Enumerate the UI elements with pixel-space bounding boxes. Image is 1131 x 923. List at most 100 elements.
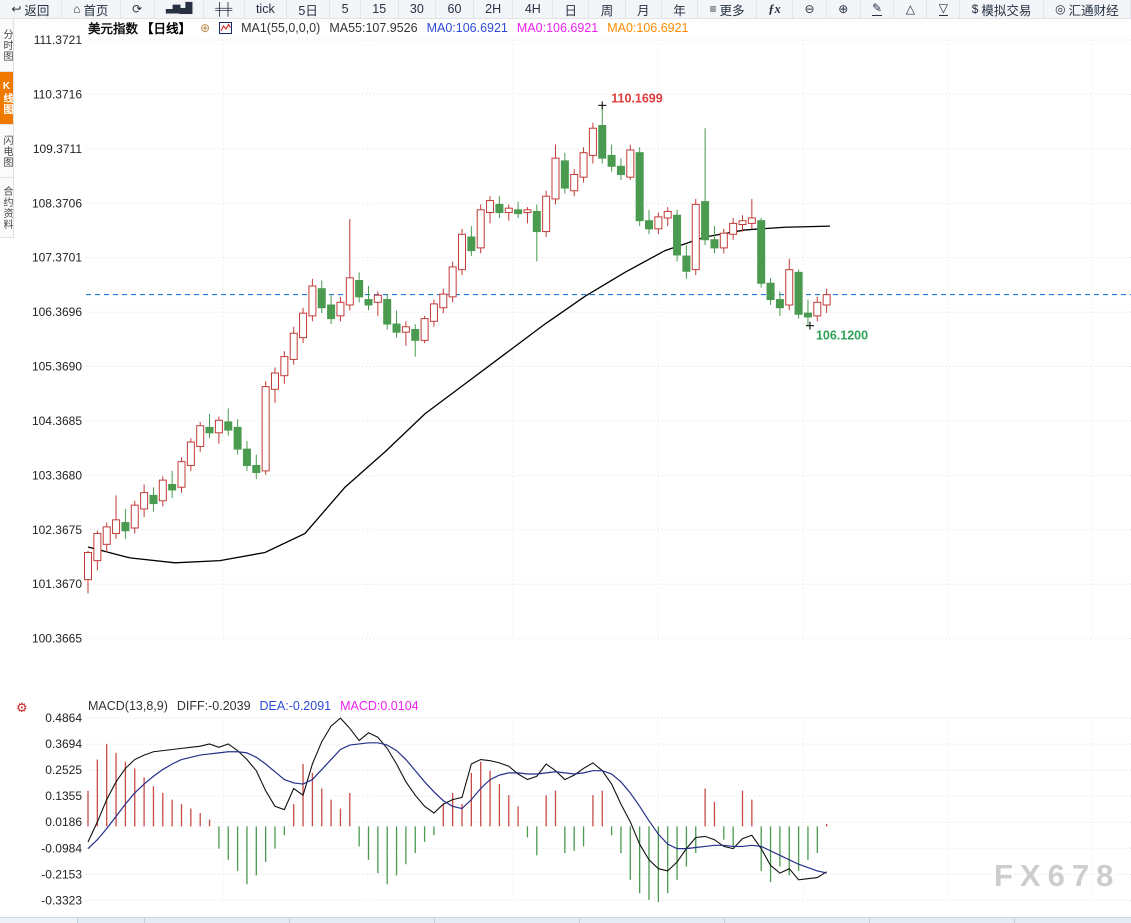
timeframe-15-button-label: 15	[372, 2, 387, 16]
timeframe-week-button[interactable]: 周	[589, 0, 626, 18]
ma0-blue-label: MA0:106.6921	[426, 20, 508, 35]
high-price-annotation: 110.1699	[611, 91, 662, 105]
home-icon: ⌂	[73, 2, 81, 16]
macd-axis-label: -0.0984	[41, 841, 82, 855]
macd-axis-label: -0.2153	[41, 867, 82, 881]
refresh-button[interactable]: ⟳	[121, 0, 155, 18]
macd-axis-label: 0.1355	[45, 789, 82, 803]
timeframe-year-button-label: 年	[673, 3, 686, 18]
timeframe-month-button[interactable]: 月	[626, 0, 662, 18]
macd-axis-label: 0.4864	[45, 711, 82, 725]
refresh-icon: ⟳	[132, 2, 143, 16]
timeframe-60-button-label: 60	[447, 2, 462, 16]
price-axis-label: 100.3665	[32, 632, 82, 646]
diff-line	[87, 717, 827, 881]
pencil-icon: ✎	[872, 1, 883, 16]
time-axis-strip[interactable]	[0, 917, 1131, 923]
triangle-up-icon: △	[905, 2, 916, 16]
line-chart-icon	[219, 21, 233, 34]
price-axis-label: 106.3696	[32, 305, 82, 319]
timeframe-2h-button-label: 2H	[485, 2, 502, 16]
back-arrow-icon: ↩	[11, 2, 22, 16]
vertical-gridlines	[222, 40, 1094, 901]
price-axis-label: 108.3706	[32, 196, 82, 210]
timeframe-4h-button[interactable]: 4H	[513, 0, 554, 18]
instrument-name: 美元指数	[88, 22, 139, 36]
macd-axis-label: 0.3694	[45, 737, 82, 751]
timeframe-5d-button[interactable]: 5日	[287, 0, 331, 18]
candles-group	[84, 105, 831, 594]
price-axis-label: 102.3675	[32, 523, 82, 537]
simulated-trading-button[interactable]: $ 模拟交易	[960, 0, 1044, 18]
macd-settings-gear-icon[interactable]: ⚙	[16, 700, 28, 715]
zoom-in-button[interactable]: ⊕	[827, 0, 861, 18]
triangle-down-icon: ▽	[938, 1, 948, 16]
timeframe-week-button-label: 周	[600, 3, 614, 18]
macd-value-label: MACD:0.0104	[340, 699, 419, 713]
triangle-down-tool-button[interactable]: ▽	[927, 0, 961, 18]
timeframe-60-button[interactable]: 60	[436, 0, 474, 18]
toolbar: ↩ 返回 ⌂ 首页 ⟳ ▃▆▄█ ╪╪ tick 5日 5 15 30 60 2H 4H 日周月年 ≡ 更多 ƒx ⊖…	[0, 0, 1131, 19]
chart-type-button[interactable]: ▃▆▄█	[155, 0, 204, 18]
ma0-orange-label: MA0:106.6921	[607, 20, 689, 35]
chart-type-sidebar: 分时图 K线图 闪电图 合约资料	[0, 19, 14, 238]
zoom-in-icon: ⊕	[838, 2, 849, 16]
more-button[interactable]: ≡ 更多	[698, 0, 757, 18]
annotations: 110.1699 106.1200	[598, 91, 868, 343]
fx-indicator-button[interactable]: ƒx	[757, 0, 794, 18]
period-tag: 【日线】	[141, 22, 192, 36]
timeframe-tick-button[interactable]: tick	[245, 0, 288, 18]
timeframe-5-button[interactable]: 5	[330, 0, 361, 18]
timeframe-15-button[interactable]: 15	[361, 0, 399, 18]
timeframe-2h-button[interactable]: 2H	[474, 0, 514, 18]
timeframe-30-button-label: 30	[409, 2, 424, 16]
macd-params-label: MACD(13,8,9)	[88, 699, 168, 713]
price-gridlines: 111.3721 110.3716 109.3711 108.3706 107.3701…	[32, 33, 1131, 646]
sidebar-tab-2[interactable]: 闪电图	[0, 125, 13, 178]
fx678-logo-icon: ◎	[1055, 2, 1066, 16]
draw-line-button[interactable]: ✎	[861, 0, 895, 18]
back-button-label: 返回	[24, 3, 50, 18]
timeframe-day-button[interactable]: 日	[553, 0, 590, 18]
sliders-icon: ╪╪	[215, 2, 233, 16]
timeframe-tick-button-label: tick	[255, 2, 275, 16]
macd-axis-label: -0.3323	[41, 893, 82, 907]
time-axis-corner	[0, 917, 78, 923]
macd-gridlines: 0.4864 0.3694 0.2525 0.1355 0.0186 -0.0984 -0.…	[41, 711, 1131, 907]
price-axis-label: 105.3690	[32, 360, 82, 374]
price-axis-label: 103.3680	[32, 468, 82, 482]
price-axis-label: 111.3721	[34, 33, 83, 47]
triangle-up-tool-button[interactable]: △	[894, 0, 928, 18]
more-button-label: 更多	[719, 3, 745, 18]
price-axis-label: 101.3670	[32, 577, 82, 591]
ma55-value-label: MA55:107.9526	[329, 20, 418, 35]
ma55-line	[87, 225, 831, 564]
fx678-watermark: FX678	[994, 858, 1121, 893]
sidebar-tab-3[interactable]: 合约资料	[0, 178, 13, 238]
dea-line	[87, 742, 827, 874]
sidebar-tab-0[interactable]: 分时图	[0, 19, 13, 72]
home-button[interactable]: ⌂ 首页	[62, 0, 121, 18]
home-button-label: 首页	[83, 3, 109, 18]
menu-icon: ≡	[709, 2, 717, 16]
indicator-settings-button[interactable]: ╪╪	[204, 0, 245, 18]
timeframe-5d-button-label: 5日	[298, 3, 318, 18]
timeframe-year-button[interactable]: 年	[662, 0, 699, 18]
back-button[interactable]: ↩ 返回	[0, 0, 62, 18]
timeframe-day-button-label: 日	[564, 3, 578, 18]
add-indicator-icon[interactable]: ⊕	[200, 20, 211, 35]
sidebar-tab-1[interactable]: K线图	[0, 72, 13, 125]
zoom-out-icon: ⊖	[804, 2, 815, 16]
fx678-brand-button[interactable]: ◎ 汇通财经	[1044, 0, 1131, 18]
timeframe-month-button-label: 月	[637, 3, 650, 18]
ma0-magenta-label: MA0:106.6921	[516, 20, 599, 35]
zoom-out-button[interactable]: ⊖	[793, 0, 827, 18]
macd-header: MACD(13,8,9) DIFF:-0.2039 DEA:-0.2091 MA…	[88, 699, 419, 713]
price-axis-label: 104.3685	[32, 414, 82, 428]
timeframe-30-button[interactable]: 30	[399, 0, 437, 18]
timeframe-5-button-label: 5	[341, 2, 349, 16]
price-axis-label: 110.3716	[33, 87, 82, 101]
macd-diff-label: DIFF:-0.2039	[176, 699, 251, 713]
macd-axis-label: 0.0186	[45, 815, 82, 829]
